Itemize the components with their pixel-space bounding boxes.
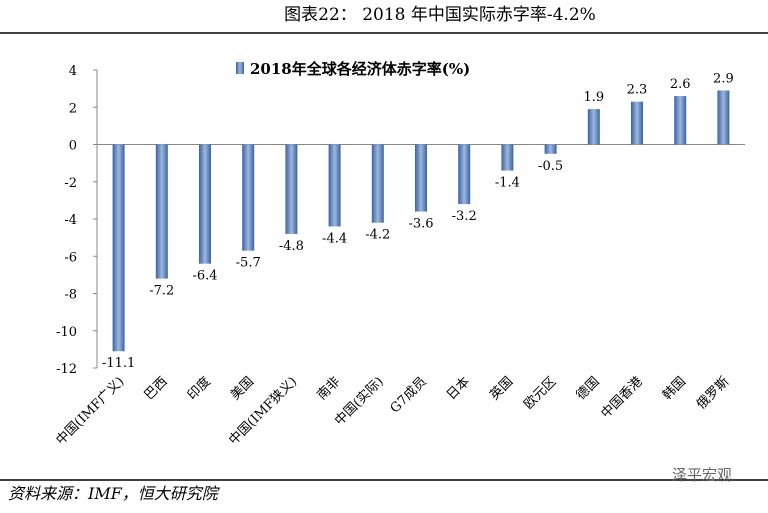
bar	[285, 144, 298, 234]
bar	[674, 96, 687, 145]
x-tick-label: 德国	[574, 374, 603, 403]
data-label: 1.9	[583, 90, 604, 105]
x-tick-label: 美国	[228, 374, 257, 403]
legend-swatch	[236, 62, 244, 74]
y-tick-label: 2	[69, 101, 77, 116]
bar	[717, 90, 730, 145]
x-tick-label: 日本	[444, 374, 473, 403]
y-tick-label: 4	[69, 64, 77, 79]
y-tick-label: -6	[64, 250, 77, 265]
data-label: -4.2	[365, 228, 390, 243]
x-tick-label: 印度	[184, 374, 214, 404]
x-tick-label: 中国(IMF广义)	[53, 374, 127, 448]
bar	[587, 109, 600, 145]
y-tick-label: -2	[64, 176, 77, 191]
bar	[328, 144, 341, 227]
y-tick-label: -12	[56, 362, 77, 377]
bar	[242, 144, 255, 251]
bar	[199, 144, 211, 264]
data-label: -3.2	[452, 209, 477, 224]
data-label: -3.6	[408, 217, 433, 232]
legend-label: 2018年全球各经济体赤字率(%)	[250, 60, 470, 78]
data-label: -11.1	[102, 356, 135, 371]
data-label: 2.6	[670, 77, 691, 92]
bar	[631, 101, 643, 145]
bar	[155, 144, 168, 279]
data-label: -5.7	[236, 256, 261, 271]
x-tick-label: 巴西	[142, 374, 171, 403]
data-label: 2.9	[713, 71, 734, 86]
data-label: 2.3	[627, 83, 648, 98]
y-tick-label: -8	[64, 288, 77, 303]
y-tick-label: -10	[56, 325, 77, 340]
data-label: -7.2	[149, 284, 174, 299]
data-label: -1.4	[495, 176, 520, 191]
data-label: -4.4	[322, 231, 347, 246]
x-tick-label: 俄罗斯	[694, 374, 732, 412]
bar	[112, 144, 125, 352]
y-tick-label: -4	[64, 213, 77, 228]
x-tick-label: 英国	[487, 374, 516, 403]
data-label: -0.5	[538, 159, 563, 174]
bar	[371, 144, 384, 223]
data-label: -6.4	[192, 269, 217, 284]
x-tick-label: G7成员	[388, 374, 430, 416]
x-tick-label: 中国香港	[598, 374, 645, 421]
bar	[544, 144, 557, 154]
y-tick-label: 0	[69, 139, 77, 154]
header: 图表22： 2018 年中国实际赤字率-4.2%	[284, 5, 596, 25]
watermark: 泽平宏观	[672, 466, 732, 484]
source: 资料来源：IMF，恒大研究院	[8, 484, 221, 503]
data-label: -4.8	[279, 239, 304, 254]
bar	[458, 144, 471, 205]
x-tick-label: 欧元区	[521, 374, 559, 412]
bar	[501, 144, 514, 171]
bar	[415, 144, 427, 212]
x-tick-label: 韩国	[660, 374, 689, 403]
x-tick-label: 南非	[314, 374, 344, 404]
